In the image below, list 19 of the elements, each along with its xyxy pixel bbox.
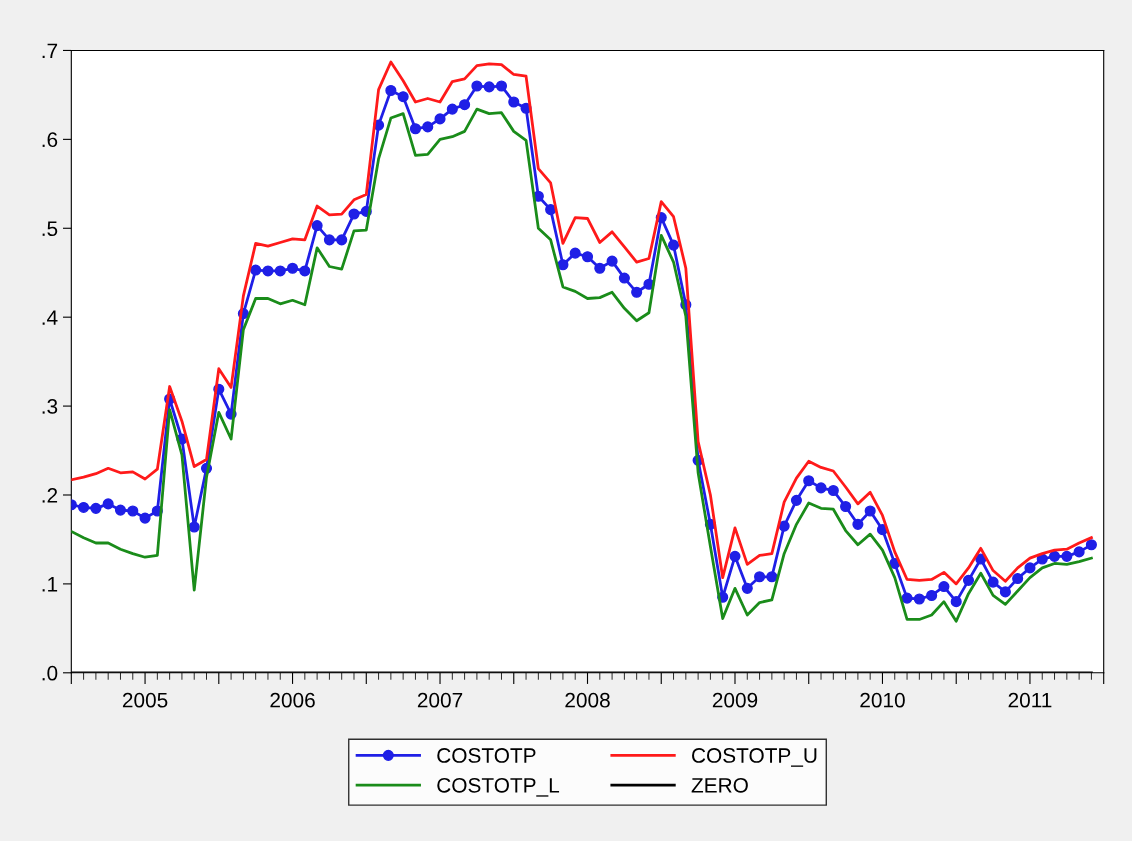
x-tick-label: 2011 — [1008, 692, 1052, 708]
y-tick-label: .3 — [42, 399, 58, 414]
legend-label: COSTOTP_L — [437, 777, 560, 797]
legend-label: COSTOTP — [437, 748, 536, 763]
x-tick-label: 2007 — [417, 692, 463, 708]
y-tick-label: .0 — [42, 665, 58, 681]
y-tick-label: .1 — [42, 577, 58, 592]
legend-label: COSTOTP_U — [692, 748, 817, 767]
x-tick-label: 2005 — [122, 692, 168, 708]
x-tick-label: 2008 — [565, 692, 610, 708]
y-tick-label: .6 — [42, 132, 58, 148]
y-tick-label: .2 — [42, 487, 58, 503]
y-tick-label: .4 — [42, 310, 58, 325]
y-tick-label: .7 — [42, 43, 58, 59]
x-tick-label: 2006 — [270, 692, 315, 708]
x-tick-label: 2009 — [712, 692, 758, 708]
legend-label: ZERO — [691, 777, 748, 793]
x-tick-label: 2010 — [860, 692, 905, 708]
y-tick-label: .5 — [42, 221, 58, 237]
